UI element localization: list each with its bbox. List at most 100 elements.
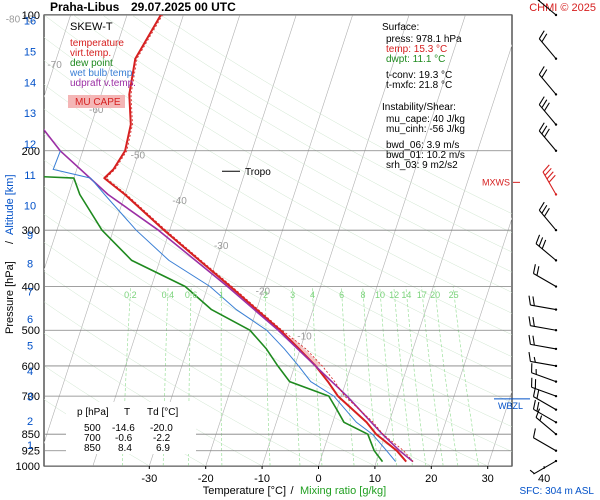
dry-adiabat: [44, 159, 512, 428]
levels-header-t: T: [124, 407, 130, 418]
isotherm-label: -40: [172, 196, 187, 207]
mixing-ratio-label: 3: [290, 290, 295, 300]
mixing-ratio-label: 14: [401, 290, 411, 300]
levels-row-2-td: 6.9: [156, 443, 170, 454]
mixing-ratio-line: [405, 286, 427, 466]
wind-barb-shaft: [533, 437, 557, 452]
pressure-tick-label: 200: [22, 146, 40, 158]
altitude-tick-label: 1: [27, 440, 33, 452]
altitude-tick-label: 8: [27, 259, 33, 271]
wind-barb: [532, 264, 558, 288]
wind-barb: [531, 377, 558, 398]
wind-barb: [542, 164, 558, 196]
wind-barb-shaft: [538, 209, 557, 231]
levels-row-1-td: -2.2: [153, 433, 171, 444]
wind-barb: [535, 408, 558, 436]
wind-barb-base: [554, 57, 558, 60]
wind-barb: [538, 96, 558, 126]
mixing-ratio-label: 0.4: [162, 290, 175, 300]
wind-barb-flag: [528, 295, 531, 306]
altitude-tick-label: 4: [27, 366, 33, 378]
levels-row-0-t: -14.6: [112, 423, 135, 434]
y-axis-label-group: Pressure [hPa] / Altitude [km]: [4, 174, 16, 334]
instability-info: Instability/Shear: mu_cape: 40 J/kg mu_c…: [382, 102, 465, 171]
surface-info: Surface: press: 978.1 hPa temp: 15.3 °C …: [382, 22, 462, 91]
wind-barb-shaft: [533, 460, 557, 475]
temperature-tick-label: -10: [254, 473, 270, 485]
pressure-tick-label: 850: [22, 429, 40, 441]
wind-barb-flag: [538, 237, 544, 247]
isotherm: [205, 15, 353, 466]
wind-barb-flag: [541, 125, 548, 135]
wbzl-marker: WBZL: [494, 398, 530, 411]
pressure-tick-label: 300: [22, 225, 40, 237]
y-axis-sep: /: [4, 240, 16, 244]
station-title: Praha-Libus: [50, 0, 120, 14]
isotherm-label: -20: [256, 286, 271, 297]
surface-elevation: SFC: 304 m ASL: [520, 486, 595, 497]
wind-barb: [535, 234, 558, 262]
mixing-ratio-line: [362, 286, 379, 466]
wind-barb-flag: [544, 167, 552, 176]
wind-barb-shaft: [533, 408, 557, 423]
srh03-value: srh_03: 9 m2/s2: [386, 160, 458, 171]
mu-cape-value: mu_cape: 40 J/kg: [386, 114, 465, 125]
mxws-label: MXWS: [482, 177, 510, 187]
mixing-ratio-label: 12: [389, 290, 399, 300]
wind-barb-base: [554, 285, 558, 288]
wind-barb-flag: [548, 174, 556, 183]
legend-title: SKEW-T: [70, 21, 113, 33]
surface-tconv: t-conv: 19.3 °C: [386, 70, 452, 81]
wind-barb-flag: [546, 171, 554, 180]
temperature-tick-label: -30: [141, 473, 157, 485]
surface-temp: temp: 15.3 °C: [386, 44, 447, 55]
isotherm: [92, 15, 241, 466]
wind-barb-flag: [541, 204, 548, 214]
wind-barb: [538, 66, 558, 96]
temperature-tick-label: 40: [538, 473, 550, 485]
wind-barb-shaft: [535, 417, 557, 435]
virtual-temp-line: [105, 15, 414, 462]
altitude-tick-label: 2: [27, 416, 33, 428]
wind-barb-shaft: [537, 0, 557, 16]
wind-barb-shaft: [542, 171, 557, 195]
wind-barb-half: [539, 415, 543, 421]
mixing-ratio-line: [379, 286, 397, 466]
isotherm: [318, 15, 466, 466]
levels-header-td: Td [°C]: [147, 407, 178, 418]
mixing-ratio-label: 25: [449, 290, 459, 300]
wind-barb-shaft: [538, 130, 557, 152]
altitude-tick-label: 7: [27, 287, 33, 299]
levels-header-p: p [hPa]: [77, 407, 109, 418]
wind-barb-base: [554, 259, 558, 262]
wind-barb: [532, 428, 558, 452]
wind-barb-base: [554, 364, 558, 368]
wind-barb-flag: [528, 351, 531, 362]
dry-adiabat: [44, 84, 512, 358]
datetime-title: 29.07.2025 00 UTC: [131, 0, 236, 14]
mixing-ratio-label: 4: [310, 290, 315, 300]
mixing-ratio-label: 0.2: [124, 290, 137, 300]
plot-area: [43, 14, 513, 467]
mixing-ratio-line: [393, 286, 413, 466]
wind-barb-flag: [532, 428, 536, 438]
wind-barb-flag: [538, 201, 545, 211]
surface-press: press: 978.1 hPa: [386, 34, 462, 45]
wind-barb-shaft: [530, 325, 557, 331]
wind-barb-flag: [532, 264, 536, 274]
x-axis-label-mixing: Mixing ratio [g/kg]: [300, 485, 386, 497]
wind-barb: [528, 316, 558, 332]
wind-barb-flag: [543, 128, 550, 138]
mu-cinh-value: mu_cinh: -56 J/kg: [386, 124, 465, 135]
isotherm: [374, 44, 512, 466]
wind-barb-flag: [541, 33, 548, 43]
bwd06-value: bwd_06: 3.9 m/s: [386, 140, 459, 151]
wind-barb-flag: [532, 335, 535, 346]
y-axis-label-altitude: Altitude [km]: [4, 174, 16, 235]
wind-barb-base: [554, 13, 558, 17]
wind-barb-flag: [536, 266, 540, 276]
wind-barb-flag: [543, 102, 550, 112]
isotherm: [261, 15, 410, 466]
dry-adiabat: [44, 108, 512, 380]
isotherm-label: -60: [89, 105, 104, 116]
